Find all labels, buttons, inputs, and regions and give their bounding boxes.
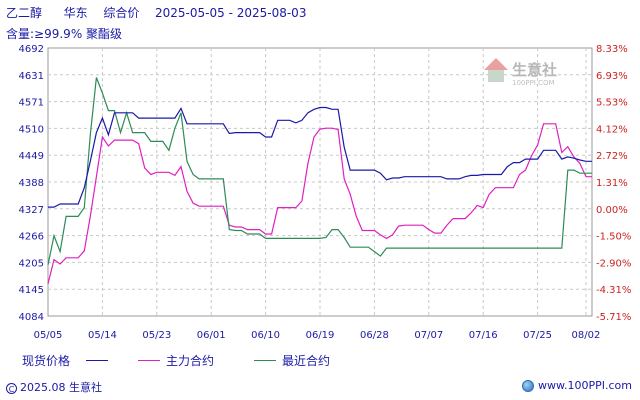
spot-price-line <box>48 106 592 208</box>
legend-label-recent: 最近合约 <box>282 354 331 368</box>
watermark-house <box>488 70 504 82</box>
y-tick-label: 4449 <box>19 151 44 162</box>
y2-tick-label: 0.00% <box>596 205 628 216</box>
x-tick-label: 07/07 <box>414 330 443 341</box>
y2-tick-label: 8.33% <box>596 44 628 55</box>
y2-tick-label: 1.31% <box>596 178 628 189</box>
watermark-roof <box>484 58 508 70</box>
x-tick-label: 08/02 <box>572 330 601 341</box>
region-name: 华东 <box>63 6 88 20</box>
chart-title: 乙二醇 华东 综合价 2025-05-05 - 2025-08-03 <box>6 4 306 21</box>
y-tick-label: 4084 <box>19 312 44 323</box>
globe-icon <box>522 379 535 392</box>
y-tick-label: 4327 <box>19 205 44 216</box>
copyright: C 2025.08 生意社 <box>6 379 102 395</box>
y2-tick-label: -2.90% <box>596 258 631 269</box>
y-tick-label: 4388 <box>19 178 44 189</box>
y2-tick-label: -1.50% <box>596 232 631 243</box>
price-type: 综合价 <box>103 6 140 20</box>
x-tick-label: 06/01 <box>197 330 226 341</box>
legend-label-main: 主力合约 <box>166 354 215 368</box>
x-tick-label: 06/10 <box>251 330 280 341</box>
y2-tick-label: -5.71% <box>596 312 631 323</box>
x-tick-label: 07/16 <box>469 330 498 341</box>
y2-tick-label: -4.31% <box>596 285 631 296</box>
chart-axes: 4084 -5.71% 4145 -4.31% 4205 -2.90% 4266 -1.50%… <box>19 44 632 341</box>
series-layer <box>47 77 592 284</box>
website-link[interactable]: www.100PPI.com <box>522 379 632 392</box>
y-tick-label: 4266 <box>19 232 44 243</box>
y2-tick-label: 4.12% <box>596 124 628 135</box>
y-tick-label: 4631 <box>19 71 44 82</box>
chart-subtitle: 含量:≥99.9% 聚酯级 <box>6 27 123 41</box>
website-text[interactable]: www.100PPI.com <box>538 379 632 392</box>
watermark-text: 生意社 <box>512 61 557 79</box>
product-name: 乙二醇 <box>6 6 43 20</box>
date-range: 2025-05-05 - 2025-08-03 <box>155 6 307 20</box>
y2-tick-label: 6.93% <box>596 71 628 82</box>
chart-legend: 现货价格 主力合约 最近合约 <box>22 352 340 369</box>
chart-grid <box>47 47 593 317</box>
watermark-subtext: 100PPI.COM <box>512 79 555 87</box>
recent-contract-line <box>47 77 592 266</box>
copyright-text: 2025.08 生意社 <box>20 381 102 394</box>
y2-tick-label: 2.72% <box>596 151 628 162</box>
y-tick-label: 4205 <box>19 258 44 269</box>
x-tick-label: 05/05 <box>34 330 63 341</box>
x-tick-label: 06/28 <box>360 330 389 341</box>
x-tick-label: 07/25 <box>523 330 552 341</box>
x-tick-label: 05/23 <box>142 330 171 341</box>
copyright-icon: C <box>6 383 17 394</box>
x-tick-label: 06/19 <box>306 330 335 341</box>
y-tick-label: 4692 <box>19 44 44 55</box>
legend-swatch-spot <box>86 360 109 361</box>
main-contract-line <box>47 123 592 284</box>
y-tick-label: 4510 <box>19 124 44 135</box>
y2-tick-label: 5.53% <box>596 98 628 109</box>
legend-label-spot: 现货价格 <box>22 354 71 368</box>
y-tick-label: 4145 <box>19 285 44 296</box>
x-tick-label: 05/14 <box>88 330 117 341</box>
y-tick-label: 4571 <box>19 98 44 109</box>
legend-swatch-recent <box>254 360 277 361</box>
legend-swatch-main <box>138 360 161 361</box>
